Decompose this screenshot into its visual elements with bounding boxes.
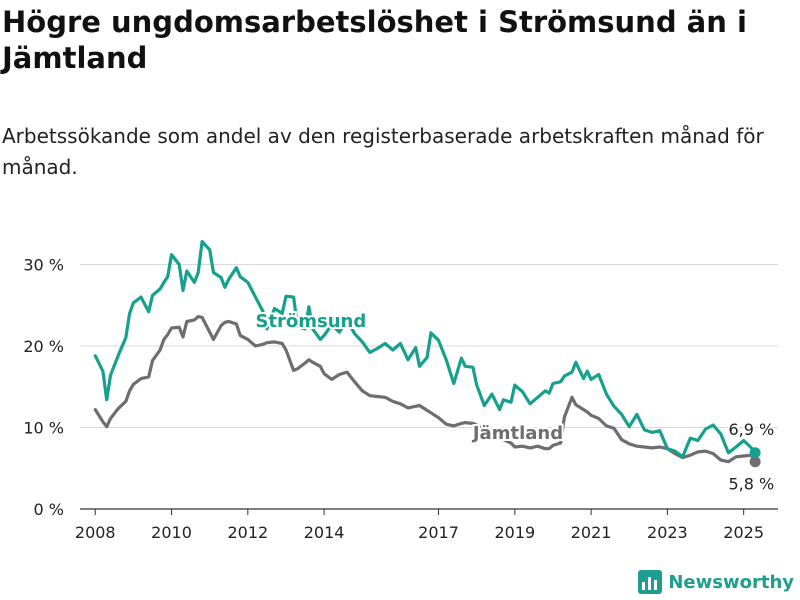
brand-name: Newsworthy: [668, 571, 794, 593]
x-tick-label: 2025: [723, 523, 764, 542]
x-tick-label: 2008: [75, 523, 116, 542]
x-tick-label: 2017: [418, 523, 459, 542]
bar-chart-logo-icon: [638, 570, 663, 594]
y-tick-label: 20 %: [23, 337, 64, 356]
end-value-label-stromsund: 6,9 %: [728, 420, 774, 439]
axes: 0 % 10 % 20 % 30 % 2008 2010 2012 2014 2017 2019 2…: [23, 255, 764, 542]
series-label-stromsund: Strömsund: [255, 311, 366, 332]
page-subtitle: Arbetssökande som andel av den registerb…: [2, 124, 764, 179]
x-tick-label: 2012: [227, 523, 268, 542]
page-title: Högre ungdomsarbetslöshet i Strömsund än…: [2, 5, 747, 75]
x-tick-label: 2019: [494, 523, 535, 542]
y-tick-label: 30 %: [23, 255, 64, 274]
y-tick-label: 10 %: [23, 418, 64, 437]
grid-lines: [80, 263, 778, 510]
series-line-jamtland: [93, 315, 757, 464]
x-tick-label: 2014: [304, 523, 345, 542]
x-tick-label: 2010: [151, 523, 192, 542]
line-chart: 0 % 10 % 20 % 30 % 2008 2010 2012 2014 2017 2019 2…: [23, 240, 778, 542]
x-tick-label: 2021: [571, 523, 612, 542]
chart-labels: Strömsund Jämtland 6,9 % 5,8 %: [253, 309, 776, 495]
series-endpoint-stromsund: [749, 447, 761, 459]
series-endpoint-jamtland: [749, 456, 761, 468]
series-label-jamtland: Jämtland: [471, 423, 563, 444]
x-tick-label: 2023: [647, 523, 688, 542]
series-lines: [93, 240, 761, 468]
y-tick-label: 0 %: [34, 500, 64, 519]
series-line-stromsund: [93, 240, 757, 459]
end-value-label-jamtland: 5,8 %: [728, 474, 774, 493]
brand-logo[interactable]: Newsworthy: [638, 570, 794, 594]
